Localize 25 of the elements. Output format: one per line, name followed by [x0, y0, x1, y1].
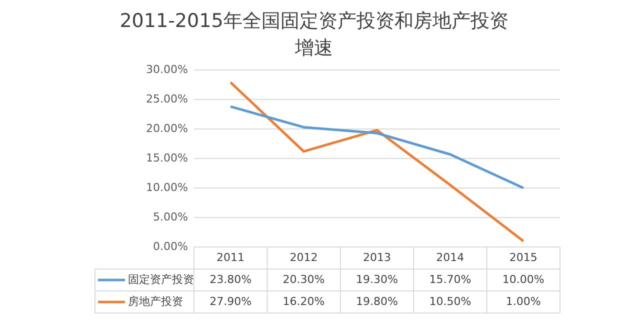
- y-tick-label: 0.00%: [152, 240, 188, 253]
- y-tick-label: 30.00%: [146, 62, 188, 76]
- data-label: 10.00%: [502, 272, 544, 286]
- data-label: 19.80%: [356, 294, 398, 308]
- x-tick-label: 2013: [362, 250, 391, 264]
- y-tick-label: 25.00%: [146, 92, 188, 106]
- data-label: 27.90%: [210, 294, 252, 308]
- data-label: 23.80%: [210, 272, 252, 286]
- data-label: 20.30%: [282, 272, 325, 286]
- y-tick-label: 20.00%: [146, 122, 188, 135]
- data-label: 1.00%: [506, 294, 541, 308]
- data-label: 15.70%: [429, 272, 472, 286]
- legend-label: 固定资产投资: [128, 272, 194, 286]
- y-tick-label: 5.00%: [152, 210, 188, 224]
- data-label: 16.20%: [282, 294, 325, 308]
- y-tick-label: 15.00%: [146, 151, 188, 164]
- x-tick-label: 2015: [509, 250, 538, 264]
- x-tick-label: 2014: [436, 250, 464, 264]
- y-tick-label: 10.00%: [146, 180, 188, 194]
- data-label: 10.50%: [429, 294, 472, 308]
- data-label: 19.30%: [356, 272, 398, 286]
- legend-label: 房地产投资: [128, 294, 183, 308]
- x-tick-label: 2012: [290, 250, 318, 264]
- x-tick-label: 2011: [216, 250, 245, 264]
- chart-title: 2011-2015年全国固定资产投资和房地产投资增速: [120, 10, 508, 59]
